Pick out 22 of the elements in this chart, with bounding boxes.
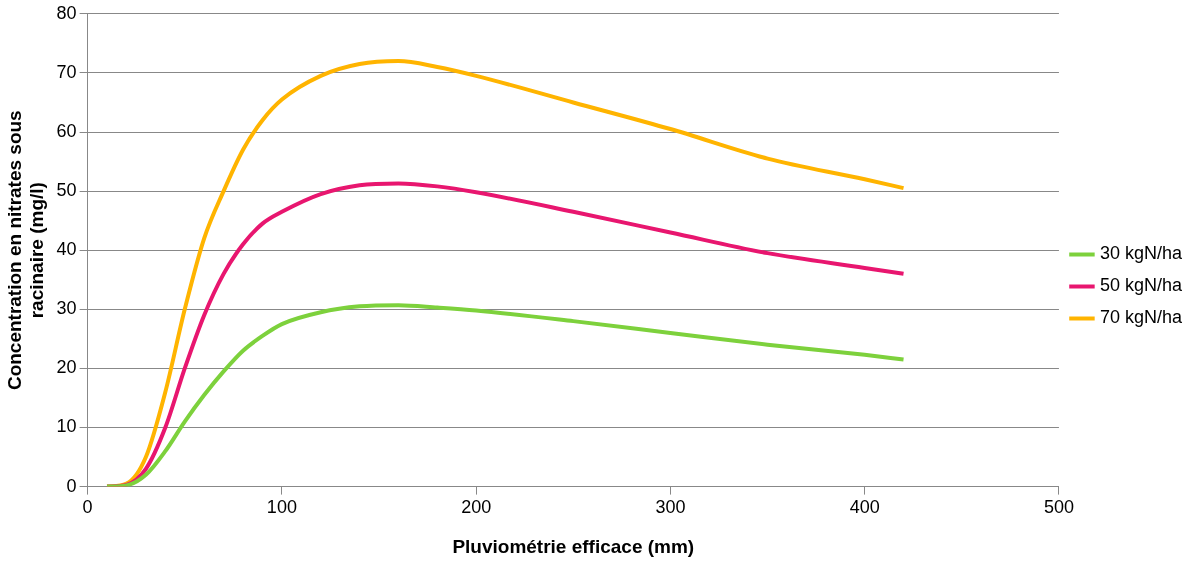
y-tick-label: 80 <box>56 2 77 23</box>
x-tick-label: 400 <box>849 497 880 518</box>
legend-label: 50 kgN/ha <box>1099 275 1183 296</box>
y-tick-label: 70 <box>56 61 77 82</box>
y-tick-label: 20 <box>56 357 77 378</box>
x-tick-label: 300 <box>655 497 686 518</box>
y-axis-title: Concentration en nitrates sous racinaire (mg/l) <box>3 110 48 391</box>
legend-label: 30 kgN/ha <box>1099 243 1183 264</box>
y-tick-label: 40 <box>56 239 77 260</box>
y-tick-label: 50 <box>56 180 77 201</box>
legend-label: 70 kgN/ha <box>1099 307 1183 328</box>
line-series <box>105 303 906 487</box>
y-tick-label: 10 <box>56 416 77 437</box>
line-series <box>105 59 906 487</box>
x-axis-title: Pluviométrie efficace (mm) <box>452 535 695 557</box>
y-tick-label: 0 <box>66 475 77 496</box>
y-tick-label: 60 <box>56 120 77 141</box>
x-tick-label: 0 <box>82 497 93 518</box>
x-tick-label: 200 <box>461 497 492 518</box>
x-tick-label: 500 <box>1043 497 1074 518</box>
x-tick-label: 100 <box>266 497 297 518</box>
y-tick-label: 30 <box>56 298 77 319</box>
